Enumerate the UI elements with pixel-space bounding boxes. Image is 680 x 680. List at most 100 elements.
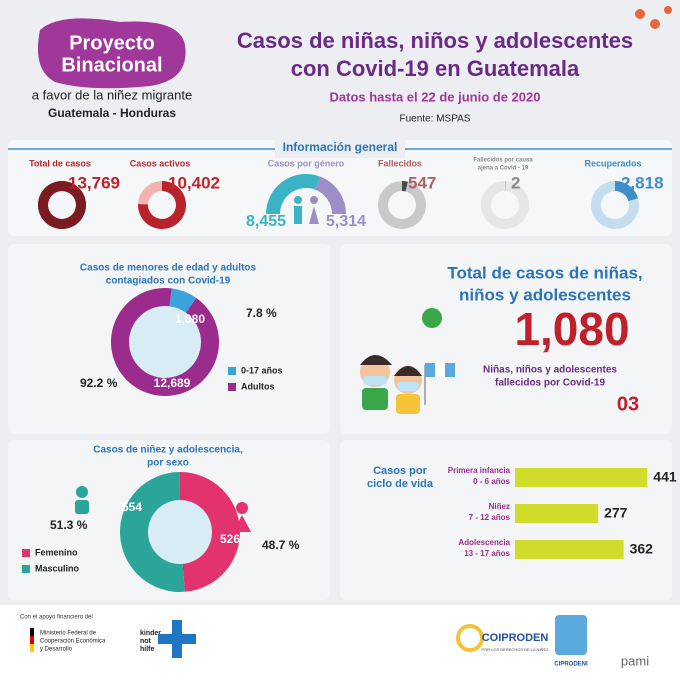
gauge-value: 8,455 xyxy=(246,213,286,230)
child-icon xyxy=(396,394,420,414)
logo-line: Binacional xyxy=(61,54,162,76)
gauge-value: 5,314 xyxy=(326,213,366,230)
decoration xyxy=(664,6,672,14)
flag-de xyxy=(30,636,34,644)
deaths-value: 03 xyxy=(617,393,639,415)
bar-label: 0 - 6 años xyxy=(473,477,510,486)
person-icon xyxy=(309,206,319,224)
panel xyxy=(8,140,672,236)
child-icon xyxy=(363,376,387,385)
highlight-title: niños y adolescentes xyxy=(459,285,631,304)
footer-text: COIPRODEN xyxy=(482,632,549,644)
ciprodeni-logo xyxy=(555,615,587,655)
decoration xyxy=(635,9,645,19)
flag-de xyxy=(30,628,34,636)
bar-label: 7 - 12 años xyxy=(469,513,511,522)
ring-arc xyxy=(138,181,186,230)
slice-value: 1,080 xyxy=(175,312,205,326)
person-icon xyxy=(310,196,318,204)
title-bg xyxy=(275,140,405,158)
slice-value: 526 xyxy=(220,532,240,546)
kpi-value: 10,402 xyxy=(168,173,220,192)
legend-label: Femenino xyxy=(35,547,78,557)
kinder-logo xyxy=(158,620,196,658)
legend-swatch xyxy=(22,565,30,573)
highlight-title: Total de casos de niñas, xyxy=(447,263,642,282)
bar-label: Niñez xyxy=(489,502,510,511)
kpi-value: 547 xyxy=(408,173,436,192)
legend-swatch xyxy=(22,549,30,557)
ring-track xyxy=(480,181,529,229)
kpi-label: Fallecidos por causa xyxy=(473,158,533,164)
logo-blob xyxy=(37,18,186,89)
kpi-label: Casos activos xyxy=(130,158,191,168)
footer-text: pami xyxy=(621,653,649,668)
chart-title: ciclo de vida xyxy=(367,478,434,490)
person-icon xyxy=(294,196,302,204)
child-icon xyxy=(360,355,392,365)
kpi-label: Fallecidos xyxy=(378,158,422,168)
bar-value: 362 xyxy=(630,541,654,557)
deaths-label: fallecidos por Covid-19 xyxy=(495,378,605,389)
slice-value: 554 xyxy=(122,500,142,514)
child-icon xyxy=(394,366,422,376)
chart-title: Casos de menores de edad y adultos xyxy=(80,263,257,274)
slice-value: 12,689 xyxy=(154,376,191,390)
footer-text: not xyxy=(140,638,152,645)
flag xyxy=(435,363,445,377)
legend-swatch xyxy=(228,367,236,375)
legend-label: 0-17 años xyxy=(241,365,283,375)
footer-text: Con el apoyo financiero del xyxy=(20,615,93,621)
logo-sub: a favor de la niñez migrante xyxy=(32,87,192,102)
donut-slice xyxy=(180,472,241,592)
ring-track xyxy=(377,181,426,229)
ring-arc xyxy=(402,181,408,192)
girl-icon xyxy=(236,502,248,514)
donut-hole xyxy=(148,500,212,564)
highlight-total: 1,080 xyxy=(514,303,629,355)
bar-label: Adolescencia xyxy=(458,538,510,547)
gauge-arc xyxy=(315,176,346,214)
chart-title: contagiados con Covid-19 xyxy=(106,276,231,287)
bar-value: 441 xyxy=(653,469,677,485)
donut-hole xyxy=(129,306,201,378)
deaths-label: Niñas, niños y adolescentes xyxy=(483,365,617,376)
bar xyxy=(515,504,599,523)
kpi-label: ajena a Covid - 19 xyxy=(478,166,529,172)
panel xyxy=(340,244,672,434)
child-icon xyxy=(397,382,419,391)
donut-slice xyxy=(169,288,197,313)
gauge-title: Casos por género xyxy=(268,158,345,168)
decoration xyxy=(650,19,660,29)
kpi-value: 2 xyxy=(511,173,520,192)
coiproden-logo xyxy=(456,624,484,652)
percent-label: 92.2 % xyxy=(80,376,118,390)
flag xyxy=(425,363,435,377)
footer-text: CIPRODENI xyxy=(554,662,588,668)
donut-slice xyxy=(111,288,219,396)
ring-arc xyxy=(615,181,639,202)
virus-icon xyxy=(422,308,442,328)
logo-countries: Guatemala - Honduras xyxy=(48,106,176,120)
chart-title: Casos por xyxy=(373,465,428,477)
footer-text: Ministerio Federal de xyxy=(40,631,97,637)
legend-swatch xyxy=(228,383,236,391)
title: Casos de niñas, niños y adolescentes xyxy=(237,28,633,53)
kpi-value: 2,818 xyxy=(621,173,664,192)
boy-icon xyxy=(76,486,88,498)
source: Fuente: MSPAS xyxy=(400,114,471,125)
logo-line: Proyecto xyxy=(69,32,155,54)
bar xyxy=(515,540,624,559)
footer-text: y Desarrollo xyxy=(40,647,73,653)
girl-icon xyxy=(233,515,251,532)
kpi-value: 13,769 xyxy=(68,173,120,192)
bar-label: 13 - 17 años xyxy=(464,549,510,558)
flag-de xyxy=(30,644,34,652)
boy-icon xyxy=(75,500,89,514)
chart-title: por sexo xyxy=(147,458,189,469)
footer-text: hilfe xyxy=(140,646,154,653)
kpi-label: Recuperados xyxy=(584,158,641,168)
bar-label: Primera infancia xyxy=(448,466,511,475)
